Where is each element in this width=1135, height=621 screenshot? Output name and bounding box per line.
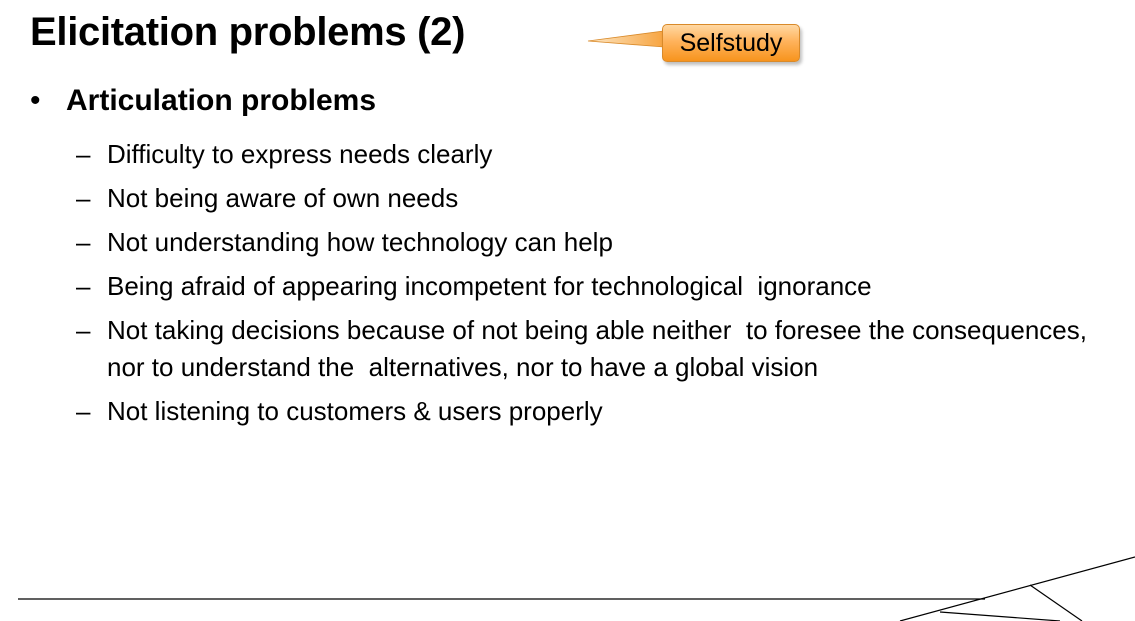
footer-diagonal-line — [899, 556, 1135, 621]
sub-bullet-text: Not understanding how technology can hel… — [107, 227, 613, 257]
bullet-dash: – — [76, 315, 91, 345]
main-bullet: • Articulation problems — [30, 84, 376, 118]
slide-title: Elicitation problems (2) — [30, 10, 466, 54]
sub-bullet-item: – Not being aware of own needs — [76, 180, 1126, 217]
sub-bullet-text: Being afraid of appearing incompetent fo… — [107, 271, 872, 301]
sub-bullet-item: – Not listening to customers & users pro… — [76, 393, 1126, 430]
sub-bullet-item: – Not taking decisions because of not be… — [76, 312, 1126, 386]
bullet-dash: – — [76, 227, 91, 257]
footer-diagonal-line — [939, 611, 1061, 621]
sub-bullet-text: Not being aware of own needs — [107, 183, 459, 213]
sub-bullet-text: Difficulty to express needs clearly — [107, 139, 493, 169]
bullet-dot: • — [30, 84, 41, 117]
sub-bullet-text: Not listening to customers & users prope… — [107, 396, 603, 426]
bullet-dash: – — [76, 396, 91, 426]
sub-bullet-item: – Difficulty to express needs clearly — [76, 136, 1126, 173]
selfstudy-badge: Selfstudy — [662, 24, 800, 62]
bullet-dash: – — [76, 271, 91, 301]
sub-bullet-list: – Difficulty to express needs clearly – … — [76, 136, 1126, 437]
sub-bullet-text: Not taking decisions because of not bein… — [107, 315, 1095, 382]
bullet-dash: – — [76, 139, 91, 169]
sub-bullet-item: – Being afraid of appearing incompetent … — [76, 268, 1126, 305]
bullet-dash: – — [76, 183, 91, 213]
main-bullet-label: Articulation problems — [66, 84, 377, 117]
footer-diagonal-line — [1029, 584, 1083, 621]
sub-bullet-item: – Not understanding how technology can h… — [76, 224, 1126, 261]
